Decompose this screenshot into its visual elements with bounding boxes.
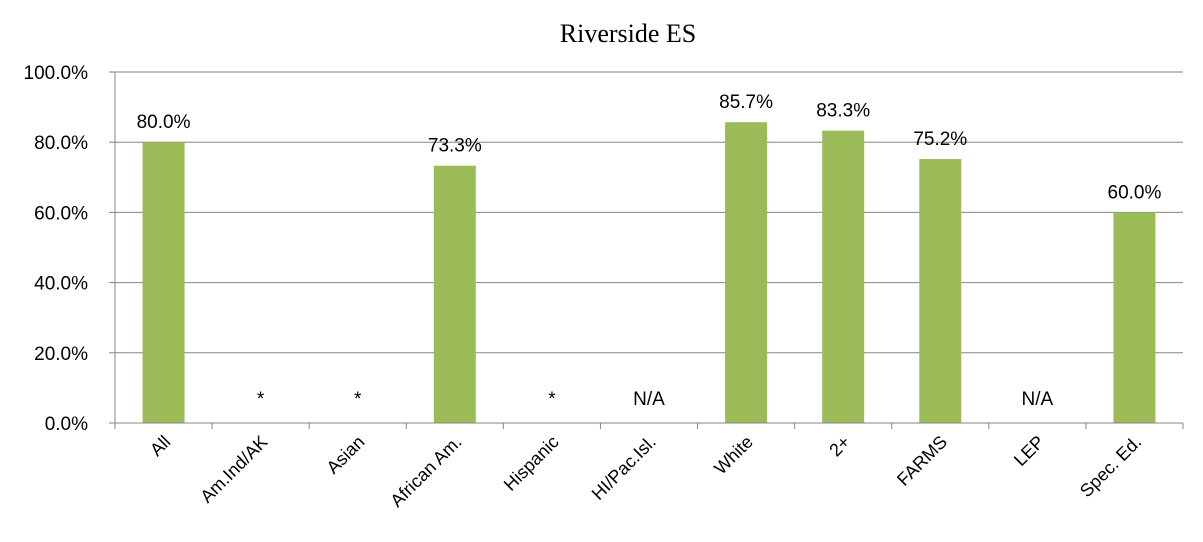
bar xyxy=(822,130,865,423)
bar xyxy=(725,122,768,424)
bar xyxy=(1113,212,1156,423)
y-tick-label: 40.0% xyxy=(34,274,88,295)
data-label: * xyxy=(354,389,362,410)
x-category-label: Spec. Ed. xyxy=(1076,432,1145,501)
data-label: 85.7% xyxy=(719,92,773,113)
x-category-label: African Am. xyxy=(386,432,465,511)
x-category-label: 2+ xyxy=(825,432,854,461)
data-labels: 80.0% * * 73.3% * N/A 85.7% 83.3% 75.2% N/A 60.0% xyxy=(137,92,1162,410)
bar xyxy=(919,159,962,423)
y-tick-label: 60.0% xyxy=(34,203,88,224)
data-label: * xyxy=(257,389,265,410)
x-axis-categories: All Am.Ind/AK Asian African Am. Hispanic HI/P… xyxy=(146,432,1145,511)
y-tick-label: 0.0% xyxy=(45,414,88,435)
x-category-label: White xyxy=(710,432,757,479)
data-label: 73.3% xyxy=(428,136,482,157)
bar xyxy=(433,165,476,424)
x-category-label: HI/Pac.Isl. xyxy=(588,432,660,504)
data-label: 83.3% xyxy=(816,101,870,122)
y-tick-label: 80.0% xyxy=(34,133,88,154)
data-label: 60.0% xyxy=(1108,182,1162,203)
bar xyxy=(142,142,185,423)
x-category-label: All xyxy=(146,432,174,460)
x-category-label: Hispanic xyxy=(500,432,563,495)
x-category-label: Am.Ind/AK xyxy=(196,432,271,507)
y-tick-label: 20.0% xyxy=(34,344,88,365)
x-category-label: Asian xyxy=(323,432,369,478)
data-label: 75.2% xyxy=(913,129,967,150)
gridlines xyxy=(115,71,1183,354)
bars xyxy=(142,122,1156,424)
x-category-label: FARMS xyxy=(893,432,951,490)
y-axis-ticks: 0.0% 20.0% 40.0% 60.0% 80.0% 100.0% xyxy=(24,63,115,435)
axes xyxy=(114,72,1184,429)
chart-title: Riverside ES xyxy=(560,19,697,48)
data-label: 80.0% xyxy=(137,112,191,133)
x-category-label: LEP xyxy=(1010,432,1048,470)
data-label: N/A xyxy=(1022,389,1054,410)
data-label: N/A xyxy=(633,389,665,410)
data-label: * xyxy=(548,389,556,410)
y-tick-label: 100.0% xyxy=(24,63,89,84)
